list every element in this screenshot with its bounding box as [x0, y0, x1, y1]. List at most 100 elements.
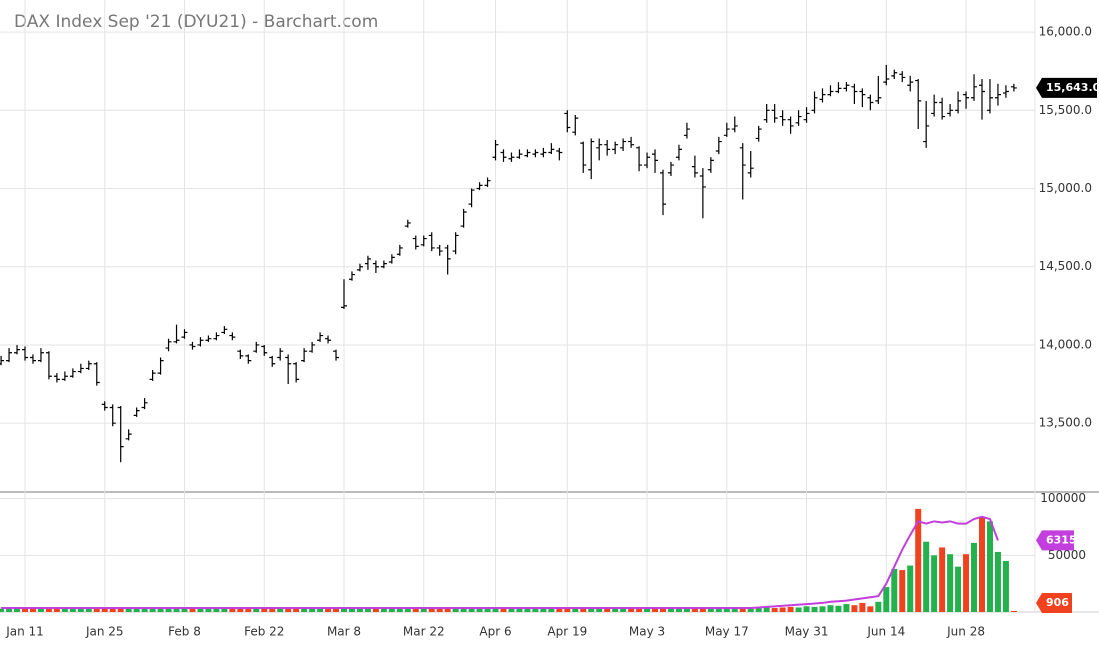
ohlc-bar — [596, 138, 603, 161]
ohlc-bar — [524, 149, 531, 158]
volume-bar — [341, 608, 347, 612]
volume-bar — [963, 554, 970, 612]
volume-bar — [723, 608, 730, 612]
volume-bar — [468, 608, 475, 612]
ohlc-bar — [492, 140, 499, 161]
volume-bar — [699, 608, 706, 612]
volume-bar — [101, 608, 108, 612]
x-tick-label: May 3 — [629, 625, 665, 639]
volume-bar — [189, 608, 196, 612]
volume-bar — [827, 605, 834, 612]
volume-bar — [372, 608, 379, 612]
last-volume-box — [1036, 592, 1072, 613]
ohlc-bar — [293, 362, 300, 383]
ohlc-bar — [309, 341, 316, 353]
ohlc-bar — [644, 152, 651, 169]
ohlc-bar — [53, 373, 60, 383]
volume-bar — [325, 608, 332, 612]
ohlc-bar — [325, 335, 332, 344]
volume-bar — [835, 605, 842, 612]
ohlc-bar — [588, 138, 595, 180]
x-tick-label: May 17 — [705, 625, 749, 639]
volume-bar — [795, 607, 802, 612]
volume-bar — [683, 608, 690, 612]
volume-bar — [667, 608, 674, 612]
ohlc-bar — [45, 351, 52, 380]
last-price-text: 15,643.0 — [1046, 81, 1099, 94]
x-tick-label: Apr 19 — [547, 625, 587, 639]
ohlc-bar — [548, 143, 555, 155]
volume-bar — [0, 608, 5, 612]
last-volume-text: 906 — [1046, 596, 1069, 609]
volume-bar — [197, 608, 204, 612]
ohlc-bar — [14, 344, 21, 355]
volume-ma-line — [1, 515, 999, 610]
x-tick-label: May 31 — [785, 625, 829, 639]
volume-bar — [1002, 561, 1009, 612]
ohlc-bar — [883, 64, 890, 86]
ohlc-bar — [157, 357, 164, 375]
ohlc-bar — [452, 232, 459, 255]
ohlc-bar — [1002, 85, 1009, 98]
ohlc-bar — [971, 74, 978, 101]
volume-bar — [907, 565, 914, 612]
ohlc-bar — [476, 182, 483, 191]
ohlc-bar — [69, 368, 76, 378]
ohlc-bar — [516, 149, 523, 159]
volume-bar — [955, 566, 962, 612]
ohlc-bar — [891, 69, 898, 80]
volume-bar — [205, 608, 212, 612]
x-tick-label: Jan 11 — [5, 625, 44, 639]
ohlc-bar — [245, 354, 252, 364]
ohlc-bar — [652, 149, 659, 173]
ohlc-bar — [436, 244, 443, 256]
volume-bar — [245, 608, 252, 612]
volume-bar — [229, 608, 236, 612]
volume-bar — [939, 547, 946, 612]
volume-bar — [149, 608, 156, 612]
volume-bar — [787, 606, 794, 612]
volume-bar — [572, 608, 579, 612]
volume-bar — [986, 521, 993, 612]
y2-tick-label: 50000 — [1048, 548, 1086, 562]
volume-bar — [109, 608, 116, 612]
volume-bar — [396, 608, 403, 612]
ohlc-bar — [428, 232, 435, 252]
ohlc-bar — [620, 138, 627, 151]
ohlc-bar — [755, 125, 762, 142]
ohlc-bar — [604, 140, 611, 156]
volume-bar — [460, 608, 467, 612]
volume-bar — [420, 608, 427, 612]
ohlc-bar — [22, 346, 28, 361]
volume-bar — [45, 608, 52, 612]
ohlc-bar — [364, 255, 371, 270]
volume-bar — [237, 608, 244, 612]
volume-bar — [444, 608, 451, 612]
volume-bar — [428, 608, 435, 612]
x-tick-label: Mar 8 — [327, 625, 361, 639]
volume-bar — [29, 608, 36, 612]
ohlc-bar — [572, 114, 579, 136]
volume-bar — [867, 606, 874, 612]
ohlc-bar — [444, 244, 451, 275]
ohlc-bar — [117, 405, 124, 463]
volume-bar — [412, 608, 419, 612]
volume-bar — [580, 608, 587, 612]
ohlc-bar — [348, 271, 355, 281]
volume-bar — [157, 608, 164, 612]
ohlc-bar — [899, 71, 906, 83]
volume-bar — [356, 608, 363, 612]
volume-bar — [771, 608, 778, 612]
ohlc-bar — [285, 354, 292, 385]
x-tick-label: Apr 6 — [479, 625, 511, 639]
ohlc-bar — [173, 324, 180, 344]
volume-bar — [851, 605, 858, 612]
volume-bar — [548, 608, 555, 612]
ohlc-bar — [213, 332, 220, 341]
volume-bar — [947, 554, 954, 612]
volume-bar — [899, 570, 906, 612]
volume-bar — [85, 608, 92, 612]
volume-bar — [994, 551, 1001, 612]
volume-bar — [285, 608, 292, 612]
volume-bar — [213, 608, 220, 612]
